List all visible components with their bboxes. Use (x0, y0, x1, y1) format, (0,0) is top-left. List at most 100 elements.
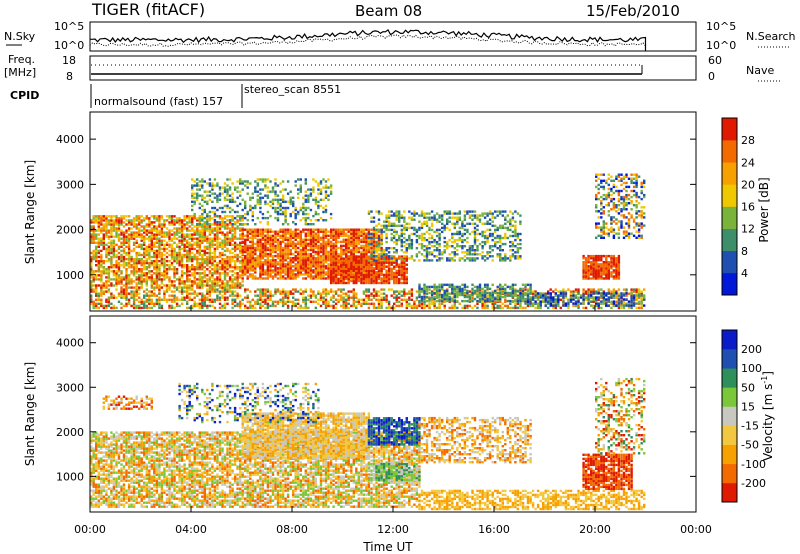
range-time-cell (307, 232, 310, 235)
range-time-cell (256, 302, 259, 305)
range-time-cell (239, 274, 242, 277)
range-time-cell (239, 284, 242, 287)
range-time-cell (183, 233, 186, 236)
range-time-cell (213, 288, 217, 291)
range-time-cell (211, 239, 214, 242)
range-time-cell (188, 266, 191, 269)
range-time-cell (476, 306, 479, 310)
range-time-cell (95, 286, 98, 289)
range-time-cell (307, 196, 310, 199)
range-time-cell (319, 269, 323, 272)
range-time-cell (403, 292, 406, 295)
range-time-cell (92, 280, 95, 283)
range-time-cell (340, 228, 343, 231)
range-time-cell (554, 302, 557, 305)
range-time-cell (398, 220, 401, 223)
range-time-cell (193, 233, 196, 236)
range-time-cell (175, 302, 179, 305)
range-time-cell (191, 274, 194, 277)
range-time-cell (115, 274, 118, 277)
range-time-cell (233, 186, 237, 189)
range-time-cell (175, 296, 179, 299)
range-time-cell (90, 257, 93, 261)
range-time-cell (191, 204, 194, 208)
range-time-cell (370, 255, 373, 258)
range-time-cell (382, 224, 386, 227)
range-time-cell (342, 240, 345, 244)
range-time-cell (355, 294, 358, 297)
range-time-cell (165, 259, 169, 263)
range-time-cell (324, 190, 328, 193)
range-time-cell (206, 194, 209, 197)
range-time-cell (143, 294, 146, 297)
range-time-cell (251, 248, 254, 252)
range-time-cell (153, 302, 156, 305)
range-time-cell (168, 235, 171, 238)
range-time-cell (372, 251, 376, 254)
range-time-cell (191, 282, 194, 285)
range-time-cell (370, 242, 373, 246)
range-time-cell (138, 217, 141, 220)
range-time-cell (319, 230, 323, 233)
range-time-cell (393, 275, 396, 279)
range-time-cell (637, 290, 641, 293)
range-time-cell (201, 300, 204, 303)
range-time-cell (433, 304, 436, 308)
range-time-cell (322, 271, 325, 274)
range-time-cell (294, 304, 297, 308)
range-time-cell (365, 279, 368, 283)
range-time-cell (115, 272, 118, 275)
range-time-cell (554, 306, 557, 310)
range-time-cell (284, 210, 287, 214)
range-time-cell (97, 229, 100, 232)
range-time-cell (423, 306, 426, 310)
range-time-cell (256, 261, 259, 264)
range-time-cell (122, 294, 126, 297)
range-time-cell (221, 282, 224, 285)
range-time-cell (208, 249, 212, 253)
range-time-cell (132, 292, 136, 295)
range-time-cell (183, 286, 186, 289)
range-time-cell (188, 274, 191, 277)
range-time-cell (208, 247, 212, 251)
range-time-cell (259, 250, 262, 254)
range-time-cell (342, 228, 345, 231)
range-time-cell (297, 257, 300, 260)
range-time-cell (127, 274, 131, 277)
range-time-cell (400, 242, 403, 246)
range-time-cell (155, 251, 159, 255)
range-time-cell (173, 266, 176, 269)
range-time-cell (271, 202, 275, 206)
range-time-cell (261, 234, 265, 237)
range-time-cell (259, 265, 262, 268)
range-time-cell (223, 243, 227, 246)
range-time-cell (107, 266, 111, 269)
range-time-cell (122, 247, 126, 251)
range-time-cell (340, 257, 343, 260)
range-time-cell (387, 259, 391, 262)
range-time-cell (393, 212, 396, 215)
range-time-cell (130, 294, 133, 297)
range-time-cell (178, 245, 181, 248)
range-time-cell (198, 206, 201, 210)
range-time-cell (150, 264, 153, 267)
range-time-cell (170, 298, 174, 301)
range-time-cell (120, 257, 123, 261)
range-time-cell (531, 304, 535, 308)
range-time-cell (377, 300, 381, 303)
range-time-cell (357, 236, 360, 239)
range-time-cell (276, 232, 280, 235)
range-time-cell (203, 276, 206, 279)
range-time-cell (226, 272, 229, 275)
range-time-cell (135, 217, 138, 220)
range-time-cell (170, 304, 174, 308)
range-time-cell (294, 263, 297, 266)
range-time-cell (375, 236, 378, 239)
range-time-cell (117, 251, 121, 255)
range-time-cell (309, 246, 313, 250)
range-time-cell (226, 192, 229, 195)
range-time-cell (198, 188, 201, 191)
range-time-cell (97, 259, 100, 263)
range-time-cell (259, 267, 262, 270)
range-time-cell (115, 255, 118, 259)
